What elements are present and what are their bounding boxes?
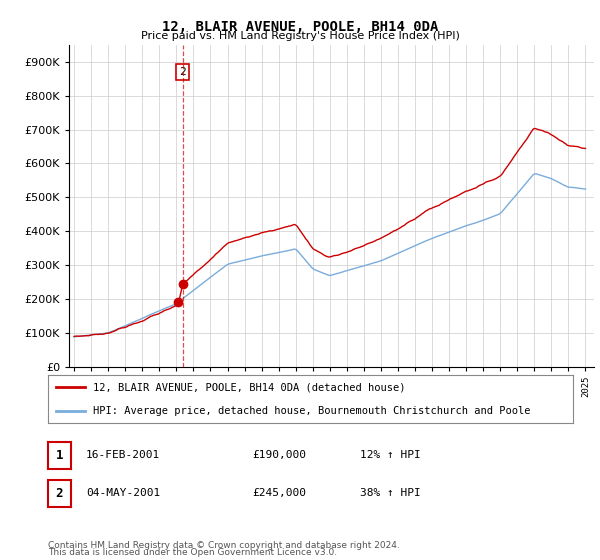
Text: 12, BLAIR AVENUE, POOLE, BH14 0DA: 12, BLAIR AVENUE, POOLE, BH14 0DA bbox=[162, 20, 438, 34]
Text: 04-MAY-2001: 04-MAY-2001 bbox=[86, 488, 160, 498]
Text: 12% ↑ HPI: 12% ↑ HPI bbox=[360, 450, 421, 460]
Text: £245,000: £245,000 bbox=[252, 488, 306, 498]
Text: Contains HM Land Registry data © Crown copyright and database right 2024.: Contains HM Land Registry data © Crown c… bbox=[48, 541, 400, 550]
Text: This data is licensed under the Open Government Licence v3.0.: This data is licensed under the Open Gov… bbox=[48, 548, 337, 557]
Text: 2: 2 bbox=[179, 67, 186, 77]
Text: £190,000: £190,000 bbox=[252, 450, 306, 460]
Text: 38% ↑ HPI: 38% ↑ HPI bbox=[360, 488, 421, 498]
Text: 2: 2 bbox=[56, 487, 63, 500]
Text: 12, BLAIR AVENUE, POOLE, BH14 0DA (detached house): 12, BLAIR AVENUE, POOLE, BH14 0DA (detac… bbox=[92, 382, 405, 392]
Text: 16-FEB-2001: 16-FEB-2001 bbox=[86, 450, 160, 460]
Text: Price paid vs. HM Land Registry's House Price Index (HPI): Price paid vs. HM Land Registry's House … bbox=[140, 31, 460, 41]
Text: HPI: Average price, detached house, Bournemouth Christchurch and Poole: HPI: Average price, detached house, Bour… bbox=[92, 406, 530, 416]
Text: 1: 1 bbox=[56, 449, 63, 462]
